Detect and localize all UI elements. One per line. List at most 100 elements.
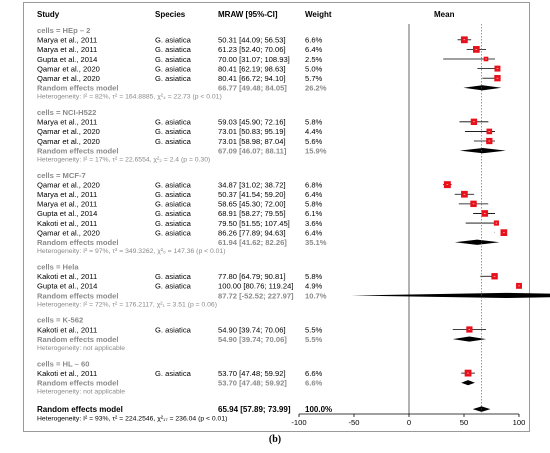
header-study: Study xyxy=(37,10,60,19)
study-weight: 6.4% xyxy=(305,228,323,237)
study-ci: 86.26 [77.89; 94.63] xyxy=(218,228,286,237)
header-species: Species xyxy=(155,10,186,19)
random-effects-weight: 5.5% xyxy=(305,335,323,344)
x-axis-tick-label: 0 xyxy=(407,418,411,427)
overall-weight: 100.0% xyxy=(305,405,332,414)
study-name: Qamar et al., 2020 xyxy=(37,228,100,237)
overall-heterogeneity: Heterogeneity: I² = 93%, τ² = 224.2546, … xyxy=(37,416,227,423)
random-effects-weight: 10.7% xyxy=(305,291,327,300)
study-ci: 50.37 [41.54; 59.20] xyxy=(218,190,286,199)
study-name: Kakoti et al., 2011 xyxy=(37,219,97,228)
study-weight: 5.7% xyxy=(305,74,323,83)
study-ci: 34.87 [31.02; 38.72] xyxy=(218,180,286,189)
study-species: G. asiatica xyxy=(155,118,192,127)
random-effects-ci: 67.09 [46.07; 88.11] xyxy=(218,146,287,155)
study-name: Qamar et al., 2020 xyxy=(37,64,100,73)
study-ci: 50.31 [44.09; 56.53] xyxy=(218,36,286,45)
overall-label: Random effects model xyxy=(37,405,123,414)
study-weight: 5.6% xyxy=(305,137,323,146)
study-name: Marya et al., 2011 xyxy=(37,36,97,45)
group-diamond xyxy=(351,292,550,299)
x-axis-tick-label: -50 xyxy=(349,418,360,427)
heterogeneity-text: Heterogeneity: I² = 97%, τ² = 349.3262, … xyxy=(37,248,225,255)
group-label: cells = Hela xyxy=(37,262,79,271)
study-species: G. asiatica xyxy=(155,180,192,189)
random-effects-label: Random effects model xyxy=(37,379,118,388)
study-weight: 3.6% xyxy=(305,219,323,228)
study-species: G. asiatica xyxy=(155,64,192,73)
heterogeneity-text: Heterogeneity: I² = 72%, τ² = 176.2117, … xyxy=(37,301,217,308)
x-axis-tick-label: -100 xyxy=(291,418,306,427)
heterogeneity-text: Heterogeneity: not applicable xyxy=(37,389,125,396)
study-species: G. asiatica xyxy=(155,219,192,228)
study-name: Marya et al., 2011 xyxy=(37,45,97,54)
study-species: G. asiatica xyxy=(155,74,192,83)
overall-ci: 65.94 [57.89; 73.99] xyxy=(218,405,291,414)
group-diamond xyxy=(461,380,475,386)
header-mean: Mean xyxy=(434,10,455,19)
study-weight: 5.5% xyxy=(305,325,323,334)
study-species: G. asiatica xyxy=(155,190,192,199)
random-effects-label: Random effects model xyxy=(37,238,118,247)
study-weight: 5.8% xyxy=(305,118,323,127)
random-effects-ci: 53.70 [47.48; 59.92] xyxy=(218,379,287,388)
random-effects-ci: 61.94 [41.62; 82.26] xyxy=(218,238,287,247)
random-effects-label: Random effects model xyxy=(37,84,118,93)
heterogeneity-text: Heterogeneity: I² = 17%, τ² = 22.6554, χ… xyxy=(37,157,210,164)
study-name: Gupta et al., 2014 xyxy=(37,55,97,64)
study-species: G. asiatica xyxy=(155,45,192,54)
group-label: cells = HL – 60 xyxy=(37,359,89,368)
study-ci: 59.03 [45.90; 72.16] xyxy=(218,118,286,127)
study-species: G. asiatica xyxy=(155,272,192,281)
study-weight: 5.8% xyxy=(305,272,323,281)
group-label: cells = K-562 xyxy=(37,316,83,325)
forest-plot: Study Species MRAW [95%-CI] Weight Mean cells… xyxy=(37,10,550,427)
study-ci: 68.91 [58.27; 79.55] xyxy=(218,209,286,218)
header-effect: MRAW [95%-CI] xyxy=(218,10,278,19)
study-name: Qamar et al., 2020 xyxy=(37,137,100,146)
study-species: G. asiatica xyxy=(155,282,192,291)
study-weight: 6.8% xyxy=(305,180,323,189)
study-ci: 53.70 [47.48; 59.92] xyxy=(218,369,286,378)
study-weight: 4.9% xyxy=(305,282,323,291)
study-weight: 2.5% xyxy=(305,55,323,64)
study-ci: 73.01 [50.83; 95.19] xyxy=(218,127,286,136)
study-weight: 5.0% xyxy=(305,64,323,73)
study-name: Qamar et al., 2020 xyxy=(37,74,100,83)
study-ci: 79.50 [51.55; 107.45] xyxy=(218,219,290,228)
random-effects-weight: 6.6% xyxy=(305,379,323,388)
study-ci: 73.01 [58.98; 87.04] xyxy=(218,137,286,146)
study-species: G. asiatica xyxy=(155,137,192,146)
header-weight: Weight xyxy=(305,10,332,19)
study-weight: 6.4% xyxy=(305,45,323,54)
study-ci: 80.41 [66.72; 94.10] xyxy=(218,74,286,83)
study-ci: 80.41 [62.19; 98.63] xyxy=(218,64,286,73)
study-name: Gupta et al., 2014 xyxy=(37,209,97,218)
study-species: G. asiatica xyxy=(155,209,192,218)
group-label: cells = HEp – 2 xyxy=(37,26,90,35)
random-effects-ci: 87.72 [-52.52; 227.97] xyxy=(218,291,294,300)
study-ci: 54.90 [39.74; 70.06] xyxy=(218,325,286,334)
heterogeneity-text: Heterogeneity: not applicable xyxy=(37,345,125,352)
study-weight: 6.4% xyxy=(305,190,323,199)
group-diamond xyxy=(454,239,500,245)
study-ci: 61.23 [52.40; 70.06] xyxy=(218,45,286,54)
random-effects-weight: 15.9% xyxy=(305,146,327,155)
figure-caption: (b) xyxy=(268,434,282,445)
study-ci: 70.00 [31.07; 108.93] xyxy=(218,55,290,64)
study-ci: 58.65 [45.30; 72.00] xyxy=(218,200,286,209)
study-species: G. asiatica xyxy=(155,228,192,237)
random-effects-label: Random effects model xyxy=(37,146,118,155)
study-weight: 5.8% xyxy=(305,200,323,209)
study-species: G. asiatica xyxy=(155,200,192,209)
heterogeneity-text: Heterogeneity: I² = 82%, τ² = 164.8885, … xyxy=(37,94,222,101)
random-effects-weight: 35.1% xyxy=(305,238,327,247)
x-axis-tick-label: 100 xyxy=(513,418,526,427)
group-diamond xyxy=(459,148,506,154)
study-name: Marya et al., 2011 xyxy=(37,118,97,127)
study-ci: 100.00 [80.76; 119.24] xyxy=(218,282,293,291)
study-name: Marya et al., 2011 xyxy=(37,190,97,199)
study-weight: 6.6% xyxy=(305,36,323,45)
x-axis-tick-label: 50 xyxy=(460,418,468,427)
group-label: cells = MCF-7 xyxy=(37,171,86,180)
